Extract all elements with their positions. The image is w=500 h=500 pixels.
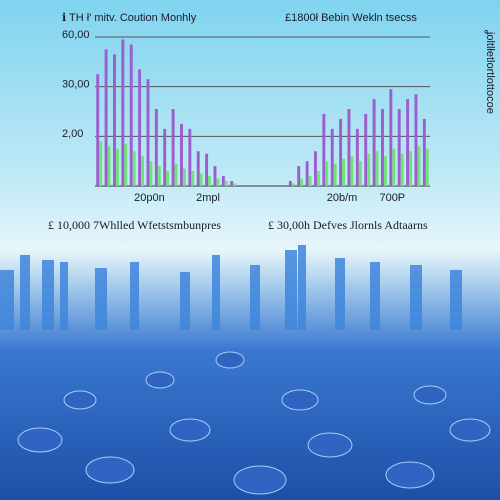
bar [333, 163, 337, 186]
y-tick-label: 30,00 [62, 79, 90, 91]
bar [205, 153, 209, 186]
skyline [0, 245, 462, 330]
bar [322, 113, 326, 186]
bar [96, 74, 100, 186]
bar [149, 161, 153, 186]
bar [124, 143, 128, 186]
bar [358, 161, 362, 186]
bar [233, 183, 237, 186]
bar [208, 176, 211, 186]
bar [422, 118, 426, 186]
bar [107, 146, 111, 186]
bar [180, 123, 183, 186]
bar [174, 163, 178, 186]
bar [389, 89, 393, 186]
bar [316, 171, 320, 186]
bar [392, 148, 396, 186]
bar [339, 118, 343, 186]
chart-title: ℹ TH ł' mitv. Coution Monhly [62, 12, 197, 24]
bar [342, 158, 345, 186]
bar [305, 161, 309, 186]
bar [115, 148, 119, 186]
bar [314, 151, 317, 186]
bar [288, 181, 292, 186]
bar [196, 151, 200, 186]
bar [104, 49, 108, 186]
bar [154, 109, 158, 186]
bar [375, 151, 379, 186]
bar [230, 181, 234, 186]
bar [113, 54, 116, 187]
bar [417, 146, 421, 186]
bar [141, 156, 144, 186]
x-tick-label: 2mpl [196, 192, 220, 204]
bar [121, 39, 125, 186]
y-tick-label: 2,00 [62, 128, 83, 140]
x-tick-label: 20b/m [327, 192, 358, 204]
bar [99, 141, 103, 186]
bar [300, 178, 304, 186]
bar [216, 178, 220, 186]
bar [367, 153, 371, 186]
caption: £ 30,00h Defves Jlornls Adtaarns [268, 218, 428, 232]
bar [166, 171, 170, 186]
bar [199, 173, 203, 186]
bar [372, 99, 376, 186]
side-text: ʝoltlłetlortlottocoe [484, 30, 496, 114]
bar [188, 128, 192, 186]
bar [182, 168, 186, 186]
bar [347, 109, 351, 186]
bar [163, 128, 167, 186]
bar [138, 69, 142, 186]
bar [350, 156, 354, 186]
bar [308, 176, 312, 186]
bar [330, 128, 334, 186]
bar [171, 109, 175, 186]
y-tick-label: 60,00 [62, 29, 90, 41]
x-tick-label: 20p0n [134, 192, 165, 204]
bar [409, 151, 412, 186]
bar [383, 156, 387, 186]
bar [325, 161, 329, 186]
chart-subtitle: £1800ł Bebin Wekln tsecss [285, 12, 417, 24]
bar [146, 79, 150, 186]
bar [414, 94, 418, 186]
bar [381, 109, 384, 186]
bar [221, 176, 225, 186]
bar [406, 99, 410, 186]
bar [355, 128, 359, 186]
bar [400, 153, 404, 186]
bar [397, 109, 401, 186]
bar [291, 183, 295, 186]
bar [364, 113, 368, 186]
bar [129, 44, 133, 187]
bar [297, 166, 301, 186]
coins [17, 351, 491, 495]
bar [224, 181, 228, 186]
bar [213, 166, 217, 186]
caption: £ 10,000 7Whlled Wfetstsmbunpres [48, 218, 221, 232]
x-tick-label: 700P [379, 192, 405, 204]
bar [132, 151, 136, 186]
bar [157, 166, 161, 186]
bar [191, 171, 195, 186]
bar [425, 148, 429, 186]
